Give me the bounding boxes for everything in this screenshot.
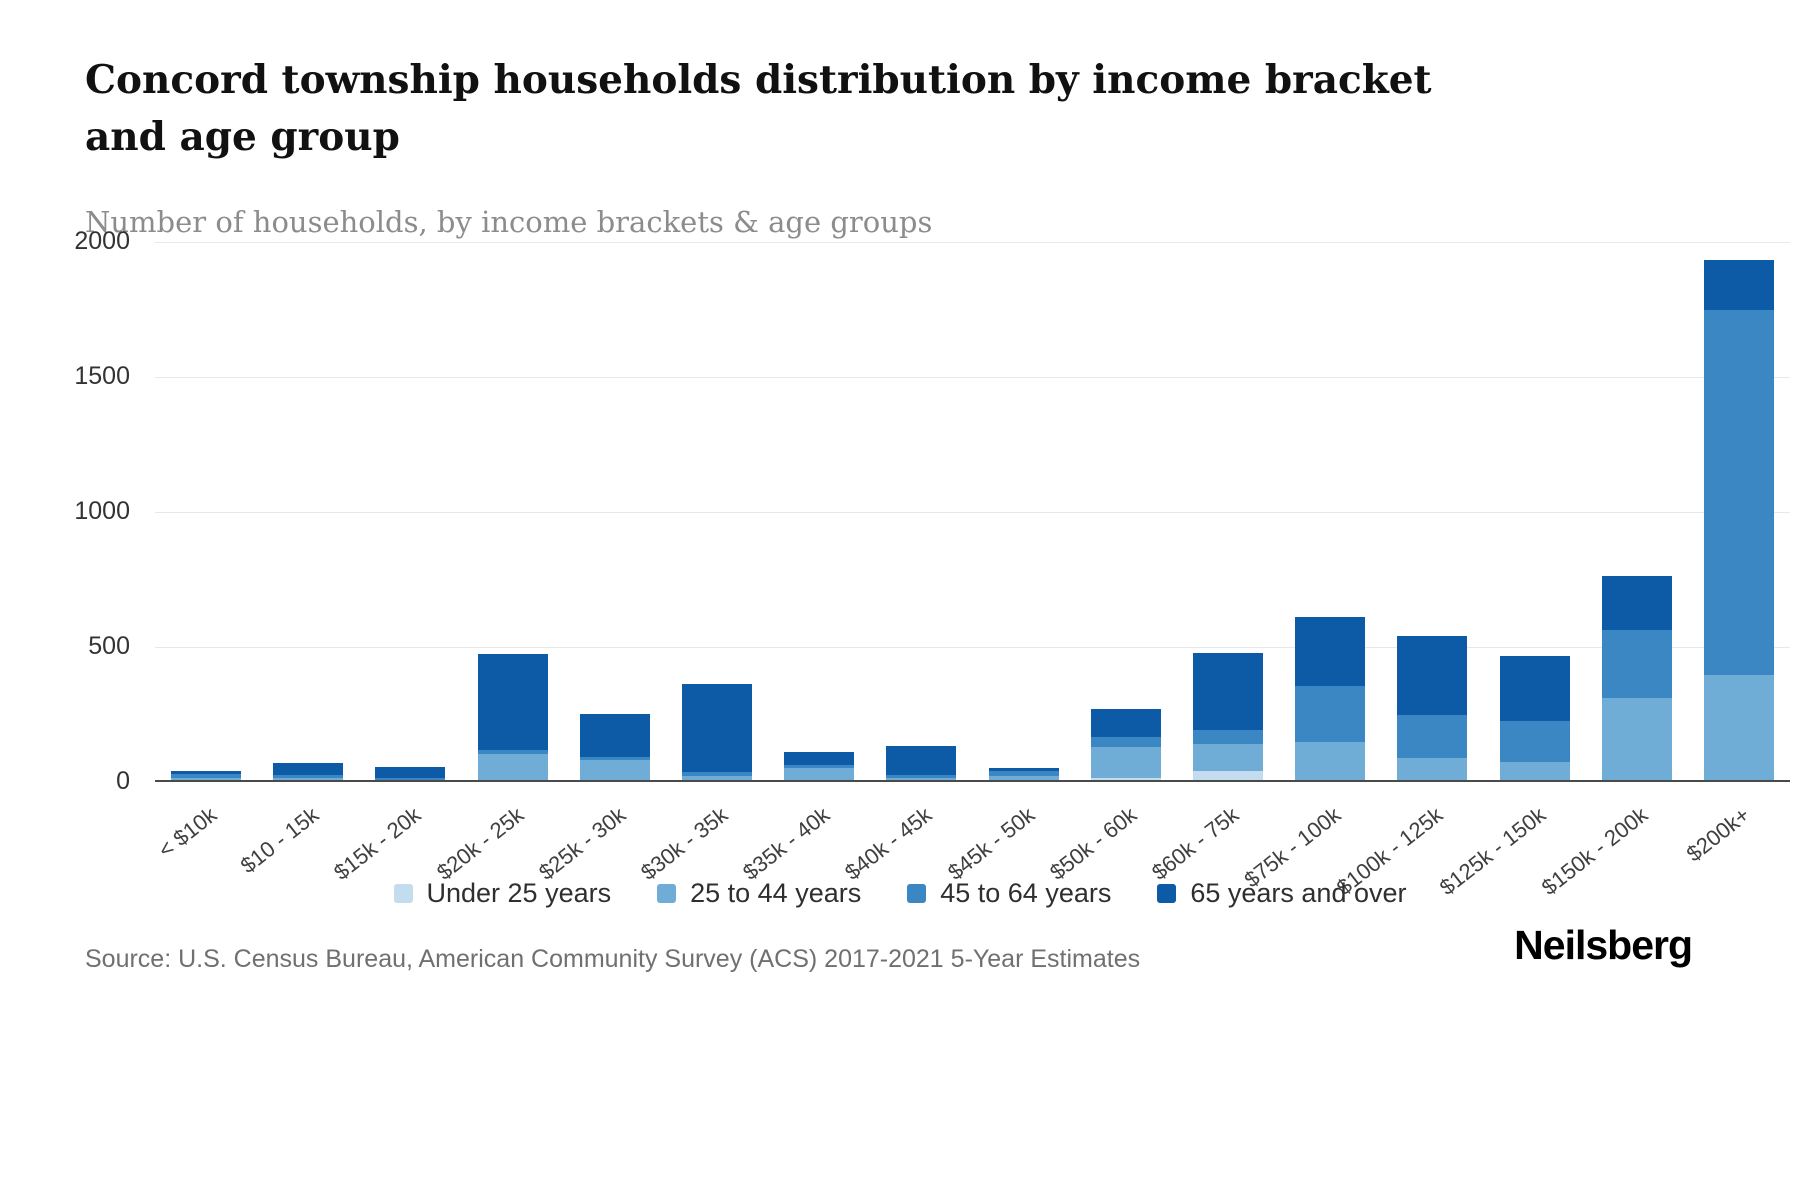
bar-segment[interactable]	[1499, 762, 1570, 780]
bar-150k-200k	[1601, 576, 1672, 780]
bar-segment[interactable]	[1601, 576, 1672, 631]
bar-segment[interactable]	[1090, 737, 1161, 747]
y-tick-label-2000: 2000	[74, 227, 130, 255]
legend-item-65-years-and-over[interactable]: 65 years and over	[1157, 878, 1407, 909]
bar-40k-45k	[886, 746, 957, 780]
bar-segment[interactable]	[1295, 685, 1366, 743]
bar-segment[interactable]	[988, 770, 1059, 776]
bar-segment[interactable]	[988, 767, 1059, 771]
legend-label: 65 years and over	[1190, 878, 1407, 908]
x-axis-line	[155, 780, 1790, 782]
bar-60k-75k	[1192, 653, 1263, 780]
bar-100k-125k	[1397, 635, 1468, 780]
bar-segment[interactable]	[477, 654, 548, 751]
bar-segment[interactable]	[1090, 746, 1161, 778]
y-tick-label-1000: 1000	[74, 497, 130, 525]
bar-segment[interactable]	[477, 750, 548, 755]
bar-segment[interactable]	[886, 777, 957, 780]
legend-swatch	[1157, 884, 1177, 903]
bar-segment[interactable]	[1192, 730, 1263, 744]
bar-segment[interactable]	[1192, 653, 1263, 731]
bar-segment[interactable]	[579, 713, 650, 758]
gridline-1500	[155, 376, 1790, 378]
bar-200k	[1703, 260, 1774, 780]
bar-segment[interactable]	[1090, 709, 1161, 738]
bar-10-15k	[273, 762, 344, 780]
bar-segment[interactable]	[477, 754, 548, 780]
bar-segment[interactable]	[1397, 715, 1468, 759]
bar-15k-20k	[375, 767, 446, 780]
bar-25k-30k	[579, 713, 650, 780]
bar-segment[interactable]	[1295, 742, 1366, 780]
legend: Under 25 years 25 to 44 years 45 to 64 yea…	[0, 878, 1800, 909]
bar-segment[interactable]	[273, 778, 344, 780]
bar-segment[interactable]	[1192, 770, 1263, 780]
legend-item-45-to-64-years[interactable]: 45 to 64 years	[907, 878, 1111, 909]
bar-50k-60k	[1090, 709, 1161, 780]
bar-segment[interactable]	[273, 762, 344, 775]
legend-swatch	[657, 884, 677, 903]
plot-area	[155, 241, 1790, 782]
bar-75k-100k	[1295, 616, 1366, 780]
chart-subtitle: Number of households, by income brackets…	[85, 205, 933, 239]
gridline-2000	[155, 241, 1790, 243]
bar-segment[interactable]	[1703, 260, 1774, 311]
bar-segment[interactable]	[171, 774, 242, 778]
legend-swatch	[393, 884, 413, 903]
y-tick-label-0: 0	[116, 767, 130, 795]
legend-label: Under 25 years	[426, 878, 612, 908]
bar-45k-50k	[988, 767, 1059, 780]
bar-segment[interactable]	[375, 777, 446, 780]
bar-segment[interactable]	[682, 684, 753, 772]
bar-segment[interactable]	[784, 767, 855, 780]
bar-segment[interactable]	[273, 774, 344, 779]
bar-30k-35k	[682, 684, 753, 780]
bar-segment[interactable]	[1192, 743, 1263, 771]
bars-layer	[155, 242, 1790, 782]
bar-20k-25k	[477, 654, 548, 780]
legend-item-under-25-years[interactable]: Under 25 years	[393, 878, 612, 909]
bar-segment[interactable]	[579, 757, 650, 760]
bar-segment[interactable]	[171, 771, 242, 775]
bar-segment[interactable]	[1397, 758, 1468, 780]
bar-segment[interactable]	[579, 759, 650, 780]
bar-segment[interactable]	[375, 767, 446, 778]
legend-swatch	[907, 884, 927, 903]
bar-segment[interactable]	[1499, 655, 1570, 721]
bar-segment[interactable]	[988, 775, 1059, 780]
bar-segment[interactable]	[1601, 630, 1672, 698]
bar-segment[interactable]	[1295, 616, 1366, 686]
gridline-1000	[155, 511, 1790, 513]
bar-segment[interactable]	[1397, 635, 1468, 716]
bar-segment[interactable]	[682, 771, 753, 776]
source-text: Source: U.S. Census Bureau, American Com…	[85, 945, 1141, 973]
y-tick-label-1500: 1500	[74, 362, 130, 390]
bar-segment[interactable]	[886, 775, 957, 778]
bar-segment[interactable]	[1703, 674, 1774, 780]
bar-segment[interactable]	[1499, 720, 1570, 763]
neilsberg-logo: Neilsberg	[1514, 922, 1693, 968]
bar-segment[interactable]	[1090, 777, 1161, 780]
bar-segment[interactable]	[1601, 697, 1672, 780]
legend-label: 45 to 64 years	[940, 878, 1112, 908]
legend-label: 25 to 44 years	[690, 878, 862, 908]
bar-segment[interactable]	[784, 751, 855, 766]
y-tick-label-500: 500	[88, 632, 130, 660]
bar-125k-150k	[1499, 655, 1570, 780]
bar-segment[interactable]	[784, 765, 855, 768]
bar-segment[interactable]	[682, 775, 753, 780]
legend-item-25-to-44-years[interactable]: 25 to 44 years	[657, 878, 861, 909]
chart-title: Concord township households distribution…	[85, 57, 1432, 160]
bar-segment[interactable]	[886, 746, 957, 776]
bar-segment[interactable]	[171, 777, 242, 780]
bar-35k-40k	[784, 751, 855, 780]
gridline-500	[155, 646, 1790, 648]
bar-10k	[171, 771, 242, 780]
y-axis: 0 500 1000 1500 2000	[0, 227, 140, 795]
bar-segment[interactable]	[1703, 310, 1774, 675]
